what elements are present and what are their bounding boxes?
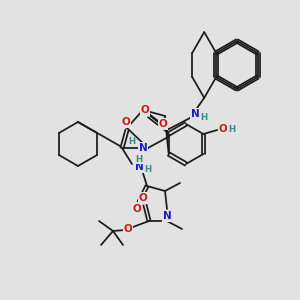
Text: O: O [124, 224, 132, 234]
Text: N: N [139, 143, 147, 153]
Text: O: O [133, 204, 141, 214]
Text: H: H [128, 137, 136, 146]
Text: O: O [219, 124, 228, 134]
Text: O: O [159, 119, 167, 129]
Text: N: N [135, 162, 143, 172]
Text: H: H [144, 164, 152, 173]
Text: O: O [141, 105, 149, 115]
Text: N: N [190, 109, 200, 119]
Text: H: H [200, 112, 208, 122]
Text: N: N [163, 211, 171, 221]
Text: H: H [228, 124, 235, 134]
Text: O: O [122, 117, 130, 127]
Text: H: H [135, 154, 142, 164]
Text: O: O [139, 193, 147, 203]
